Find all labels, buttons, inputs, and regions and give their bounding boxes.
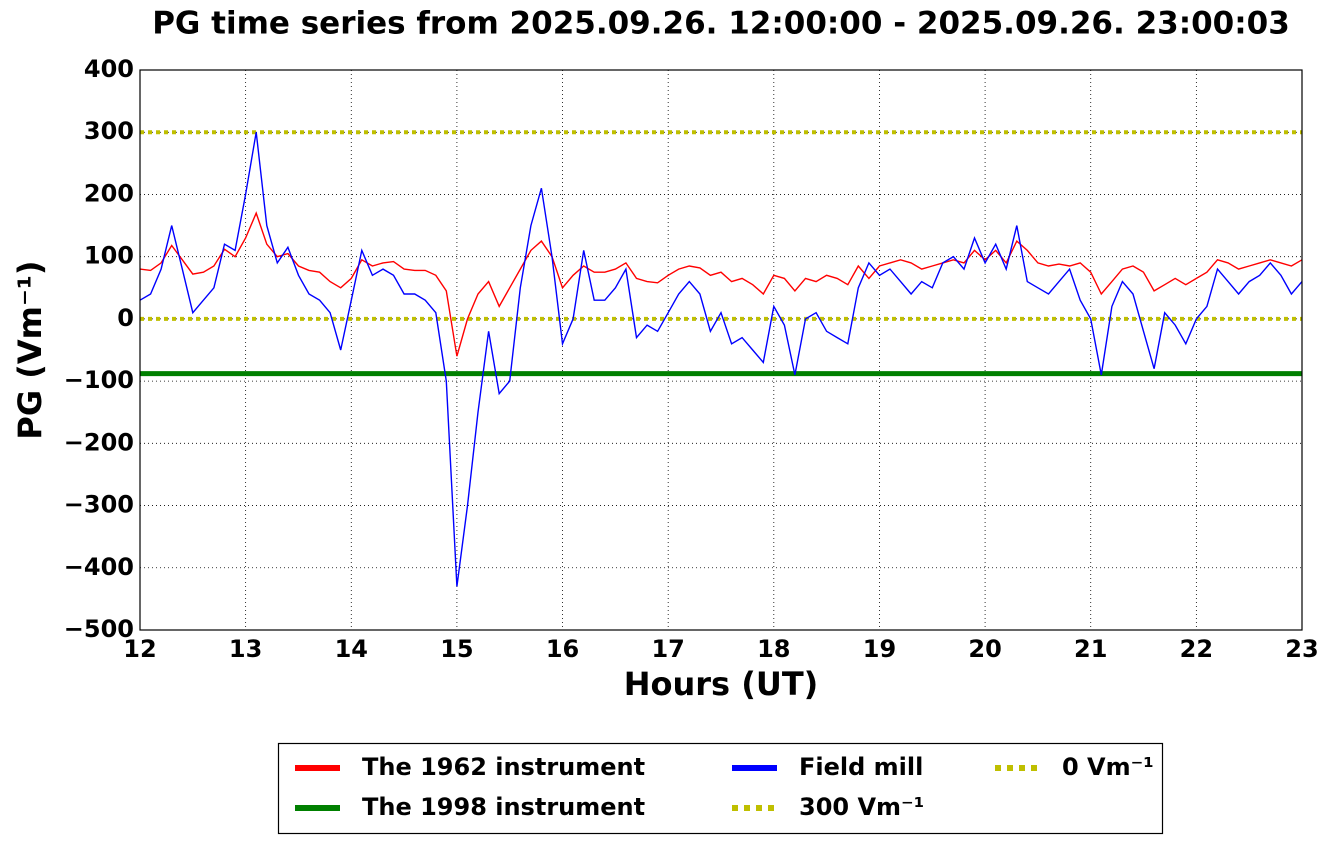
y-tick-label: −200 — [64, 428, 134, 456]
x-tick-label: 17 — [651, 635, 684, 663]
series-line — [139, 211, 1303, 357]
x-tick-label: 19 — [863, 635, 896, 663]
y-tick-label: −400 — [64, 553, 134, 581]
x-tick-label: 21 — [1074, 635, 1107, 663]
x-tick-label: 22 — [1180, 635, 1213, 663]
x-axis-label: Hours (UT) — [624, 665, 819, 703]
legend-label: 0 Vm⁻¹ — [1062, 753, 1154, 781]
y-tick-label: −500 — [64, 615, 134, 643]
y-tick-label: 0 — [117, 304, 134, 332]
y-tick-label: −100 — [64, 366, 134, 394]
plot-frame — [139, 69, 1303, 631]
y-axis-label: PG (Vm⁻¹) — [11, 260, 49, 439]
y-tick-label: 300 — [84, 117, 134, 145]
y-tick-label: 100 — [84, 242, 134, 270]
y-tick-label: −300 — [64, 491, 134, 519]
x-tick-label: 13 — [229, 635, 262, 663]
x-tick-label: 14 — [335, 635, 368, 663]
x-tick-label: 23 — [1285, 635, 1318, 663]
legend-label: The 1962 instrument — [362, 753, 645, 781]
x-tick-label: 18 — [757, 635, 790, 663]
chart-title: PG time series from 2025.09.26. 12:00:00… — [152, 6, 1290, 42]
legend-box — [277, 742, 1164, 835]
x-tick-label: 20 — [968, 635, 1001, 663]
y-tick-label: 200 — [84, 179, 134, 207]
series-line — [139, 132, 1303, 587]
legend-label: The 1998 instrument — [362, 793, 645, 821]
x-tick-label: 16 — [546, 635, 579, 663]
legend-label: Field mill — [799, 753, 923, 781]
y-tick-label: 400 — [84, 55, 134, 83]
x-tick-label: 15 — [440, 635, 473, 663]
x-tick-label: 12 — [123, 635, 156, 663]
legend-label: 300 Vm⁻¹ — [799, 793, 924, 821]
